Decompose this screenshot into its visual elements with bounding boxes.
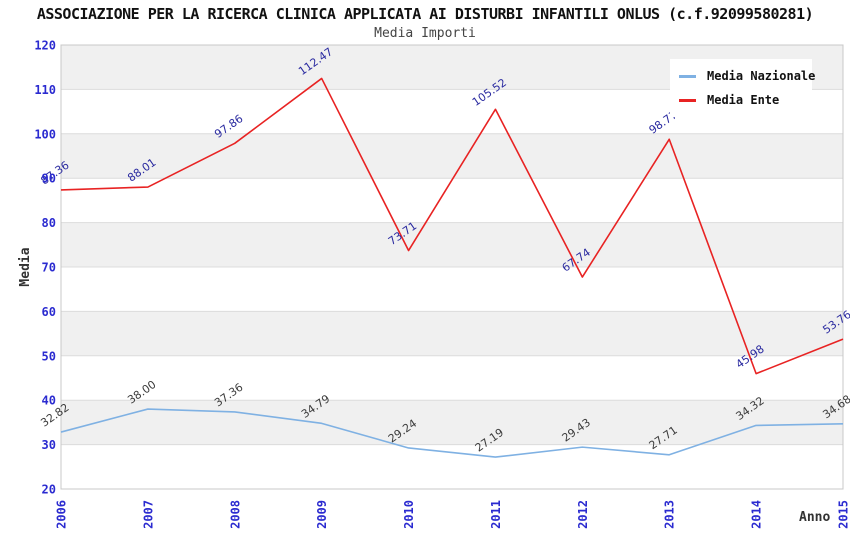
y-tick-label: 30 [42, 438, 56, 452]
x-tick-label: 2009 [315, 500, 329, 529]
legend-label: Media Ente [707, 93, 780, 107]
chart-title: ASSOCIAZIONE PER LA RICERCA CLINICA APPL… [36, 5, 814, 23]
x-tick-label: 2006 [55, 500, 69, 529]
plot-band [61, 133, 843, 179]
y-tick-label: 100 [34, 127, 56, 141]
y-tick-label: 90 [42, 172, 56, 186]
legend: Media Nazionale Media Ente [670, 59, 815, 117]
x-tick-label: 2013 [663, 500, 677, 529]
legend-item-media-nazionale: Media Nazionale [679, 68, 815, 84]
media-nazionale-line-swatch-icon [679, 74, 696, 78]
series-line-media-ente [60, 77, 844, 375]
y-tick-label: 120 [34, 39, 56, 53]
x-tick-label: 2011 [489, 500, 503, 529]
series-line-media-nazionale [60, 408, 844, 458]
x-tick-label: 2008 [228, 500, 242, 529]
y-axis-label: Media [18, 247, 33, 286]
y-tick-label: 70 [42, 261, 56, 275]
y-tick-label: 60 [42, 305, 56, 319]
media-ente-line-swatch-icon [679, 98, 696, 102]
x-tick-label: 2010 [402, 500, 416, 529]
x-axis-label: Anno [799, 510, 830, 525]
plot-border [60, 44, 844, 490]
plot-band [61, 222, 843, 267]
x-tick-label: 2014 [750, 500, 764, 529]
legend-item-media-ente: Media Ente [679, 92, 803, 108]
legend-label: Media Nazionale [707, 69, 816, 83]
x-tick-label: 2007 [141, 500, 155, 529]
y-tick-label: 80 [42, 216, 56, 230]
x-tick-label: 2015 [837, 500, 850, 529]
plot-band [61, 311, 843, 356]
y-tick-label: 20 [42, 483, 56, 497]
x-tick-label: 2012 [576, 500, 590, 529]
chart-subtitle: Media Importi [374, 26, 476, 41]
y-tick-label: 50 [42, 349, 56, 363]
plot-band [61, 400, 843, 445]
y-tick-label: 40 [42, 394, 56, 408]
y-tick-label: 110 [34, 83, 56, 97]
